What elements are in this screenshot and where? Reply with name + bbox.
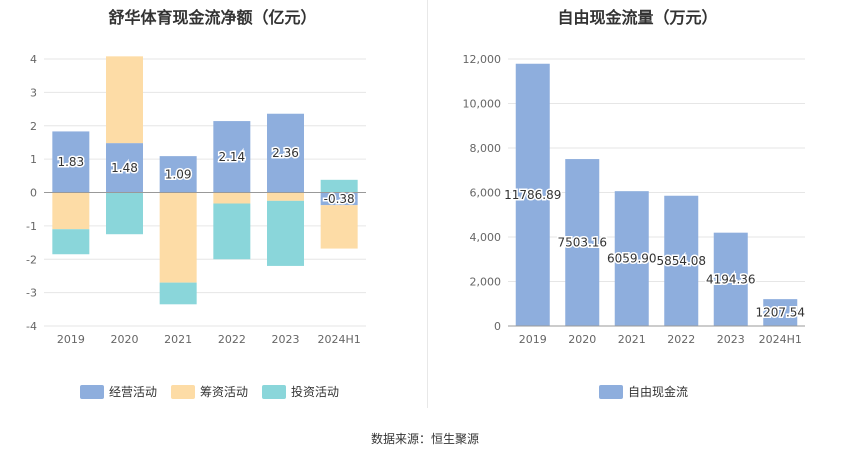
y-tick-label: 12,000 (463, 53, 502, 66)
legend-swatch-financing (171, 384, 196, 399)
y-tick-label: -2 (26, 253, 37, 266)
data-label: 4194.36 (706, 272, 756, 286)
data-label: 1207.54 (755, 306, 805, 320)
y-tick-label: 2 (30, 120, 37, 133)
x-tick-label: 2022 (218, 333, 246, 346)
bar-investing[interactable] (267, 200, 304, 266)
x-tick-label: 2021 (164, 333, 192, 346)
legend-swatch-fcf (599, 384, 623, 399)
y-tick-label: 6,000 (470, 187, 502, 200)
y-tick-label: 2,000 (470, 276, 502, 289)
y-tick-label: 4 (30, 53, 37, 66)
y-tick-label: -1 (26, 220, 37, 233)
bar-fcf[interactable] (614, 191, 649, 326)
bar-financing[interactable] (320, 205, 358, 249)
bar-financing[interactable] (106, 56, 143, 144)
cash-flow-chart: 4 3 2 1 0 -1 -2 -3 -4 2019 2020 2021 2022 2023 2024H1 1… (26, 53, 366, 346)
data-label: 1.09 (165, 167, 192, 181)
bar-operating[interactable] (52, 131, 90, 193)
legend-item-financing[interactable]: 筹资活动 (171, 383, 248, 400)
bar-financing[interactable] (159, 192, 197, 283)
legend-label-fcf: 自由现金流 (628, 385, 689, 399)
x-tick-label: 2021 (618, 333, 646, 346)
x-tick-label: 2022 (667, 333, 695, 346)
left-chart-title: 舒华体育现金流净额（亿元） (108, 8, 317, 27)
legend-label-financing: 筹资活动 (200, 385, 249, 399)
y-tick-label: 3 (30, 86, 37, 99)
bar-fcf[interactable] (565, 159, 600, 326)
bar-operating[interactable] (213, 121, 251, 193)
legend-item-fcf[interactable]: 自由现金流 (599, 383, 688, 400)
data-label: 2.14 (218, 150, 245, 164)
x-tick-label: 2020 (568, 333, 596, 346)
legend-label-operating: 经营活动 (109, 385, 158, 399)
fcf-legend: 自由现金流 (599, 383, 688, 400)
legend-item-operating[interactable]: 经营活动 (80, 383, 157, 400)
y-tick-label: 0 (30, 187, 37, 200)
x-tick-label: 2019 (519, 333, 547, 346)
bar-operating[interactable] (320, 192, 358, 206)
legend-item-investing[interactable]: 投资活动 (262, 383, 339, 400)
bar-investing[interactable] (213, 203, 251, 260)
data-label: 7503.16 (557, 236, 607, 250)
y-tick-label: 4,000 (470, 231, 502, 244)
bar-fcf[interactable] (515, 63, 550, 326)
legend-swatch-operating (80, 384, 104, 399)
bar-operating[interactable] (106, 143, 143, 193)
bar-operating[interactable] (267, 113, 304, 193)
bar-investing[interactable] (106, 192, 143, 235)
y-tick-label: 0 (494, 320, 501, 333)
data-label: 1.48 (111, 161, 138, 175)
x-tick-label: 2023 (717, 333, 745, 346)
y-tick-label: -4 (26, 320, 37, 333)
data-label: 5854.08 (656, 254, 706, 268)
data-label: 2.36 (272, 146, 299, 160)
panel-divider (427, 0, 428, 408)
x-tick-label: 2024H1 (318, 333, 361, 346)
y-tick-label: 10,000 (463, 98, 502, 111)
data-label: 11786.89 (504, 188, 561, 202)
right-chart-title: 自由现金流量（万元） (557, 8, 718, 27)
bar-fcf[interactable] (713, 232, 748, 326)
cash-flow-legend: 经营活动 筹资活动 投资活动 (80, 383, 339, 400)
y-tick-label: 1 (30, 153, 37, 166)
bar-fcf[interactable] (763, 299, 798, 326)
x-tick-label: 2019 (57, 333, 85, 346)
data-label: -0.38 (324, 192, 355, 206)
x-tick-label: 2020 (111, 333, 139, 346)
x-tick-label: 2023 (272, 333, 300, 346)
bar-operating[interactable] (159, 156, 197, 193)
data-source: 数据来源：恒生聚源 (370, 432, 479, 446)
y-tick-label: -3 (26, 287, 37, 300)
bar-investing[interactable] (52, 229, 90, 255)
x-tick-label: 2024H1 (759, 333, 802, 346)
data-label: 1.83 (57, 155, 84, 169)
bar-fcf[interactable] (664, 195, 699, 326)
bar-financing[interactable] (213, 192, 251, 204)
bar-investing[interactable] (159, 282, 197, 305)
free-cash-flow-chart: 12,000 10,000 8,000 6,000 4,000 2,000 0 2019 202… (463, 53, 807, 346)
legend-swatch-investing (262, 384, 287, 399)
y-tick-label: 8,000 (470, 142, 502, 155)
bar-investing[interactable] (320, 179, 358, 193)
bar-financing[interactable] (52, 192, 90, 230)
legend-label-investing: 投资活动 (291, 385, 340, 399)
bar-financing[interactable] (267, 192, 304, 201)
data-label: 6059.90 (607, 252, 657, 266)
